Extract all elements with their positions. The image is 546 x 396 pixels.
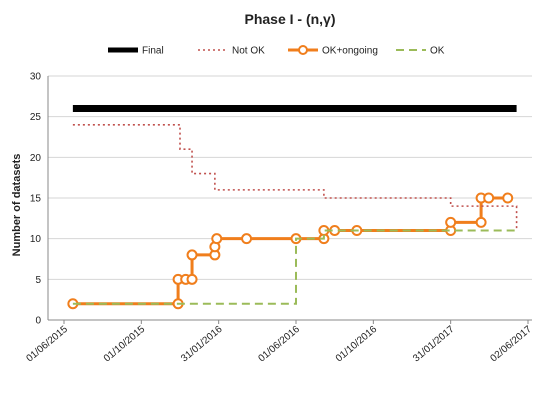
x-tick-label: 01/10/2015: [102, 324, 148, 365]
y-tick-label: 20: [30, 153, 42, 164]
axes: [47, 76, 532, 321]
data-point: [211, 233, 223, 245]
legend-marker: [298, 45, 308, 55]
chart-title: Phase I - (n,γ): [244, 11, 335, 27]
series-line-ok: [72, 229, 517, 305]
x-tick-label: 01/10/2016: [334, 324, 380, 365]
data-point: [475, 216, 487, 228]
series-line-not-ok: [72, 124, 518, 231]
data-point: [502, 192, 514, 204]
x-tick-label: 02/06/2017: [489, 324, 535, 365]
legend-label: OK: [430, 46, 445, 57]
y-tick-label: 25: [30, 112, 42, 123]
legend: Final Not OK OK+ongoing OK: [108, 45, 445, 57]
data-point: [186, 273, 198, 285]
legend-label: OK+ongoing: [322, 46, 378, 57]
series-group: [67, 105, 518, 310]
y-axis-ticks: 0 5 10 15 20 25 30: [30, 72, 42, 327]
y-tick-label: 10: [30, 234, 42, 245]
y-tick-label: 5: [35, 275, 41, 286]
series-line-ok-ongoing: [72, 196, 508, 306]
y-tick-label: 15: [30, 194, 42, 205]
data-point: [445, 216, 457, 228]
legend-label: Not OK: [232, 46, 265, 57]
y-tick-label: 0: [35, 316, 41, 327]
y-tick-label: 30: [30, 72, 42, 83]
data-point: [241, 233, 253, 245]
x-tick-label: 01/06/2015: [25, 324, 71, 365]
data-point: [186, 249, 198, 261]
x-axis-ticks: 01/06/2015 01/10/2015 31/01/2016 01/06/2016…: [25, 320, 535, 365]
data-point: [483, 192, 495, 204]
x-tick-label: 31/01/2017: [411, 324, 457, 365]
x-tick-label: 01/06/2016: [257, 324, 303, 365]
x-tick-label: 31/01/2016: [179, 324, 225, 365]
y-axis-label: Number of datasets: [11, 154, 23, 257]
legend-label: Final: [142, 46, 164, 57]
